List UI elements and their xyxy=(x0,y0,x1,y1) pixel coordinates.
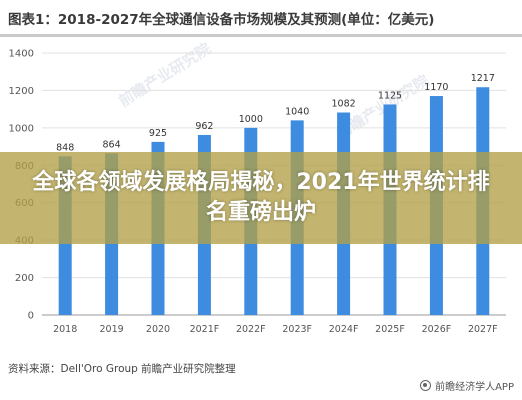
data-label: 1082 xyxy=(332,99,356,110)
data-label: 1000 xyxy=(239,114,263,125)
data-label: 1170 xyxy=(424,82,448,93)
data-label: 962 xyxy=(195,121,213,132)
data-label: 1040 xyxy=(285,106,309,117)
source-note: 资料来源：Dell'Oro Group 前瞻产业研究院整理 xyxy=(8,363,236,375)
y-tick-label: 0 xyxy=(28,311,34,322)
y-tick-label: 1000 xyxy=(9,123,34,134)
y-tick-label: 1200 xyxy=(9,86,34,97)
chart-title: 图表1：2018-2027年全球通信设备市场规模及其预测(单位：亿美元) xyxy=(8,12,435,28)
data-label: 864 xyxy=(103,139,121,150)
brand-logo-icon xyxy=(420,380,432,391)
x-tick-label: 2026F xyxy=(422,324,452,335)
brand-label: 前瞻经济学人APP xyxy=(435,382,514,393)
data-label: 1125 xyxy=(378,90,402,101)
x-tick-label: 2027F xyxy=(468,324,498,335)
x-tick-label: 2023F xyxy=(282,324,312,335)
x-tick-label: 2025F xyxy=(375,324,405,335)
y-tick-label: 200 xyxy=(15,273,34,284)
brand-mark: 前瞻经济学人APP xyxy=(420,378,514,393)
data-label: 848 xyxy=(56,142,74,153)
data-label: 1217 xyxy=(471,73,495,84)
x-tick-label: 2019 xyxy=(100,324,124,335)
x-tick-label: 2024F xyxy=(329,324,359,335)
x-tick-label: 2018 xyxy=(53,324,77,335)
y-tick-label: 1400 xyxy=(9,49,34,60)
data-label: 925 xyxy=(149,128,167,139)
headline-text: 全球各领域发展格局揭秘，2021年世界统计排名重磅出炉 xyxy=(32,170,490,225)
x-tick-label: 2021F xyxy=(190,324,220,335)
headline-banner xyxy=(0,152,522,244)
x-tick-label: 2020 xyxy=(146,324,170,335)
header-divider xyxy=(0,34,522,37)
x-tick-label: 2022F xyxy=(236,324,266,335)
